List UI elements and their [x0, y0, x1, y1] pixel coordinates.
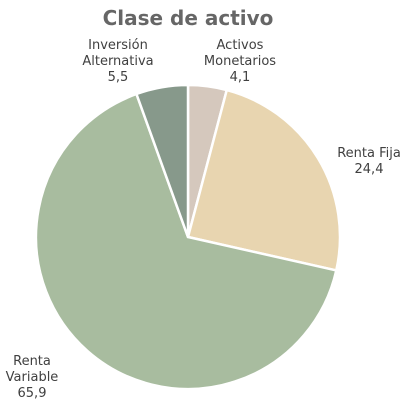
category-label: Renta Variable — [5, 354, 59, 385]
pie-slice — [186, 88, 342, 272]
pie-slice — [134, 83, 190, 238]
category-label: Activos Monetarios — [203, 38, 277, 69]
slice-label: Inversión Alternativa 5,5 — [68, 38, 168, 86]
value-label: 24,4 — [354, 162, 384, 177]
pie-slice — [34, 92, 338, 391]
slice-label: Activos Monetarios 4,1 — [195, 38, 285, 86]
value-label: 65,9 — [17, 386, 47, 401]
slice-label: Renta Variable 65,9 — [0, 354, 67, 402]
category-label: Renta Fija — [337, 146, 401, 161]
value-label: 5,5 — [107, 70, 129, 85]
chart-title: Clase de activo — [102, 6, 274, 30]
slice-label: Renta Fija 24,4 — [319, 146, 406, 178]
value-label: 4,1 — [229, 70, 251, 85]
category-label: Inversión Alternativa — [82, 38, 154, 69]
